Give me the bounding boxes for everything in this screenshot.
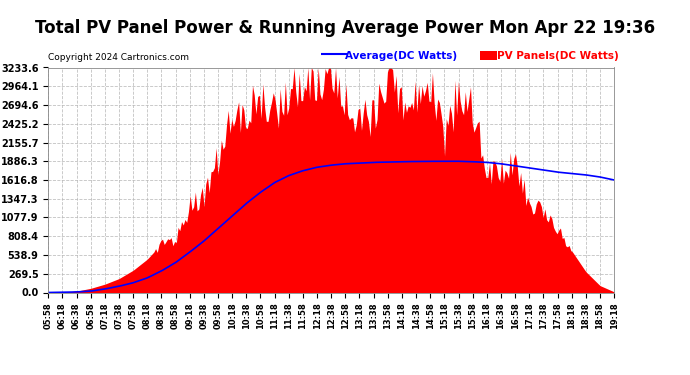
- Text: Average(DC Watts): Average(DC Watts): [345, 51, 457, 61]
- Text: Copyright 2024 Cartronics.com: Copyright 2024 Cartronics.com: [48, 53, 189, 62]
- Text: PV Panels(DC Watts): PV Panels(DC Watts): [497, 51, 618, 61]
- Text: Total PV Panel Power & Running Average Power Mon Apr 22 19:36: Total PV Panel Power & Running Average P…: [35, 19, 655, 37]
